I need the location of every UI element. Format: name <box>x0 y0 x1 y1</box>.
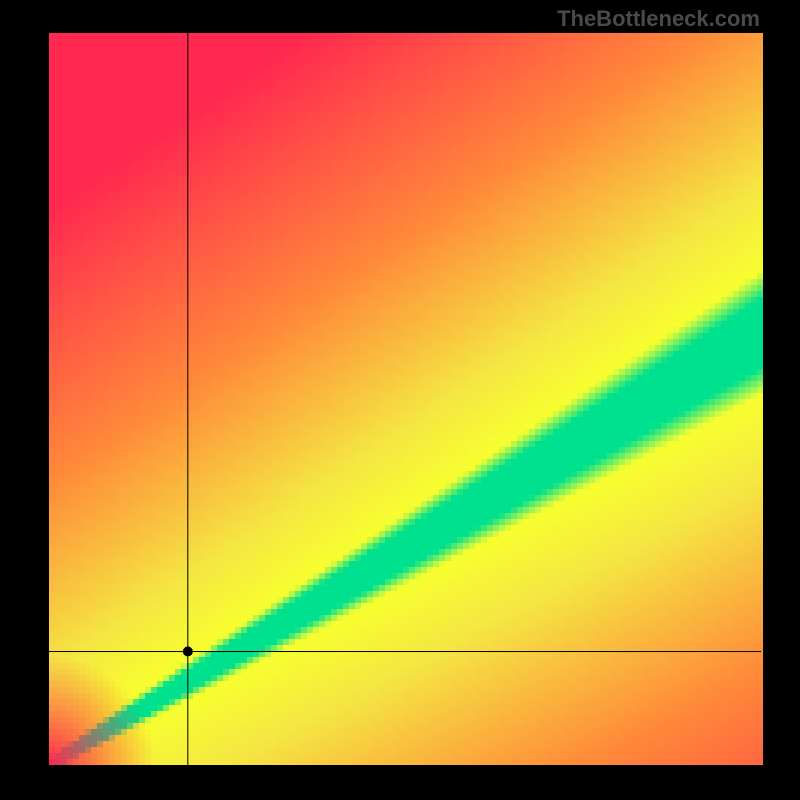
bottleneck-heatmap <box>0 0 800 800</box>
chart-container: TheBottleneck.com <box>0 0 800 800</box>
watermark-text: TheBottleneck.com <box>557 6 760 32</box>
